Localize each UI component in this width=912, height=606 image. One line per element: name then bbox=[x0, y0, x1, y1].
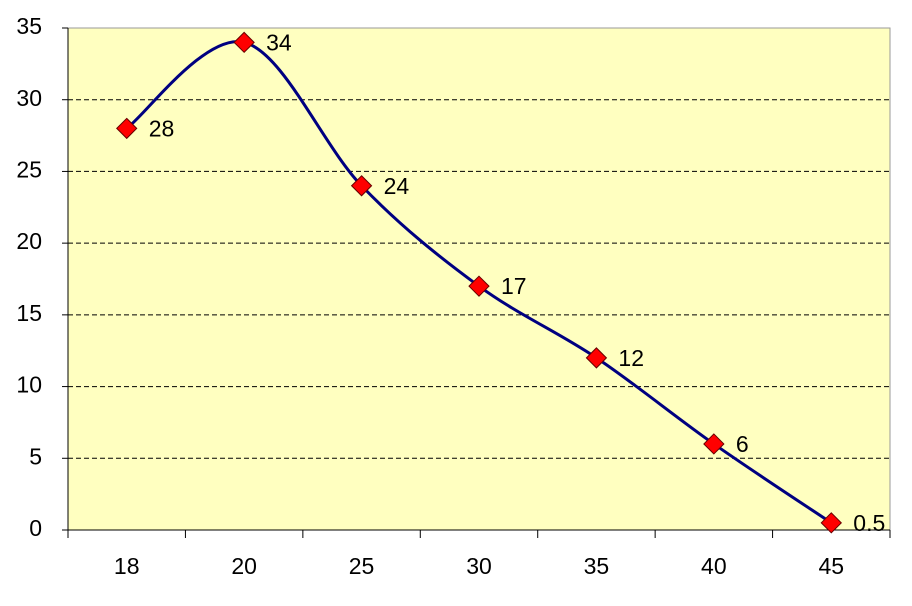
y-tick-label: 10 bbox=[16, 372, 42, 398]
x-tick-label: 35 bbox=[584, 553, 610, 579]
y-tick-label: 0 bbox=[29, 515, 42, 541]
marker bbox=[233, 31, 255, 54]
y-tick-label: 5 bbox=[29, 443, 42, 469]
x-tick-label: 18 bbox=[114, 553, 140, 579]
x-tick-label: 45 bbox=[818, 553, 844, 579]
marker bbox=[468, 275, 490, 297]
data-label: 24 bbox=[384, 173, 410, 199]
x-tick-label: 40 bbox=[701, 553, 727, 579]
marker bbox=[585, 347, 608, 369]
data-label: 17 bbox=[501, 273, 527, 299]
y-tick-label: 25 bbox=[16, 157, 42, 183]
data-label: 12 bbox=[618, 345, 644, 371]
marker bbox=[116, 117, 138, 140]
data-label: 28 bbox=[149, 115, 175, 141]
marker bbox=[820, 512, 842, 534]
data-label: 0.5 bbox=[853, 510, 885, 536]
marker bbox=[350, 175, 373, 197]
x-tick-label: 25 bbox=[349, 553, 375, 579]
y-tick-label: 35 bbox=[16, 13, 42, 39]
data-label: 34 bbox=[266, 29, 292, 55]
y-tick-label: 30 bbox=[16, 85, 42, 111]
data-label: 6 bbox=[736, 431, 749, 457]
x-tick-label: 30 bbox=[466, 553, 492, 579]
marker bbox=[703, 433, 725, 455]
x-tick-label: 20 bbox=[231, 553, 257, 579]
y-tick-label: 15 bbox=[16, 300, 42, 326]
y-tick-label: 20 bbox=[16, 228, 42, 254]
